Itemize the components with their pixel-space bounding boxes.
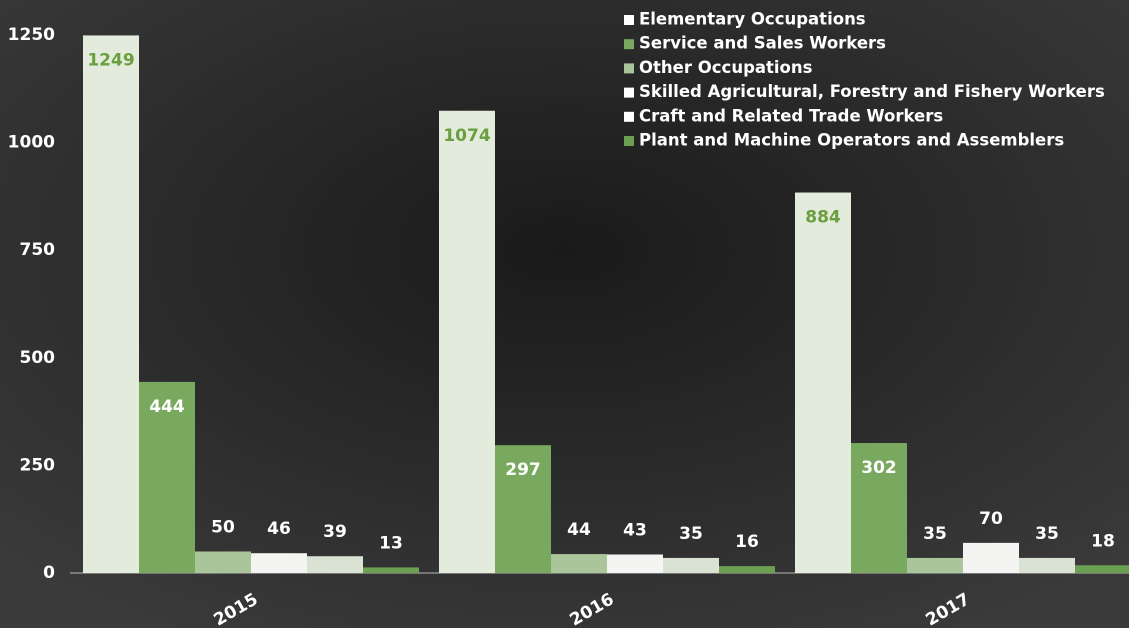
legend-label: Craft and Related Trade Workers [639, 106, 943, 125]
legend-swatch [624, 63, 634, 74]
legend-label: Plant and Machine Operators and Assemble… [639, 131, 1064, 150]
y-tick-label: 1250 [8, 25, 55, 45]
data-label: 1249 [87, 50, 134, 70]
data-label: 18 [1091, 531, 1115, 551]
y-tick-label: 250 [20, 455, 56, 475]
legend-label: Other Occupations [639, 58, 813, 77]
bar [607, 554, 663, 573]
data-label: 46 [267, 519, 291, 539]
data-label: 39 [323, 522, 347, 542]
bar [851, 443, 907, 573]
legend-label: Service and Sales Workers [639, 34, 886, 53]
data-label: 884 [805, 208, 841, 228]
data-label: 13 [379, 533, 403, 553]
bar [663, 557, 719, 573]
bar [83, 35, 139, 573]
data-label: 35 [1035, 524, 1059, 544]
data-label: 70 [979, 509, 1003, 529]
y-tick-label: 0 [43, 563, 55, 583]
legend-swatch [624, 87, 634, 98]
y-tick-label: 500 [20, 348, 56, 368]
legend-swatch [624, 136, 634, 146]
bar [1075, 565, 1129, 573]
y-tick-label: 750 [20, 240, 56, 260]
bar [139, 381, 195, 573]
bar [363, 567, 419, 573]
bar [795, 192, 851, 573]
bar [439, 110, 495, 573]
legend-label: Elementary Occupations [639, 10, 866, 29]
bar [495, 445, 551, 573]
data-label: 35 [679, 524, 703, 544]
bar [963, 542, 1019, 573]
data-label: 297 [505, 460, 541, 480]
bar [907, 557, 963, 573]
bar [251, 553, 307, 573]
y-tick-label: 1000 [8, 133, 55, 153]
bar [195, 551, 251, 573]
bar [1019, 557, 1075, 573]
bar [307, 556, 363, 573]
legend-swatch [624, 15, 634, 25]
data-label: 1074 [443, 126, 490, 146]
legend-swatch [624, 111, 634, 122]
legend-swatch [624, 39, 634, 50]
bar [719, 566, 775, 573]
data-label: 43 [623, 520, 647, 540]
data-label: 302 [861, 458, 897, 478]
bar [551, 554, 607, 573]
legend-label: Skilled Agricultural, Forestry and Fishe… [639, 82, 1105, 101]
data-label: 50 [211, 517, 235, 537]
data-label: 444 [149, 397, 185, 417]
data-label: 35 [923, 524, 947, 544]
data-label: 16 [735, 532, 759, 552]
data-label: 44 [567, 520, 591, 540]
